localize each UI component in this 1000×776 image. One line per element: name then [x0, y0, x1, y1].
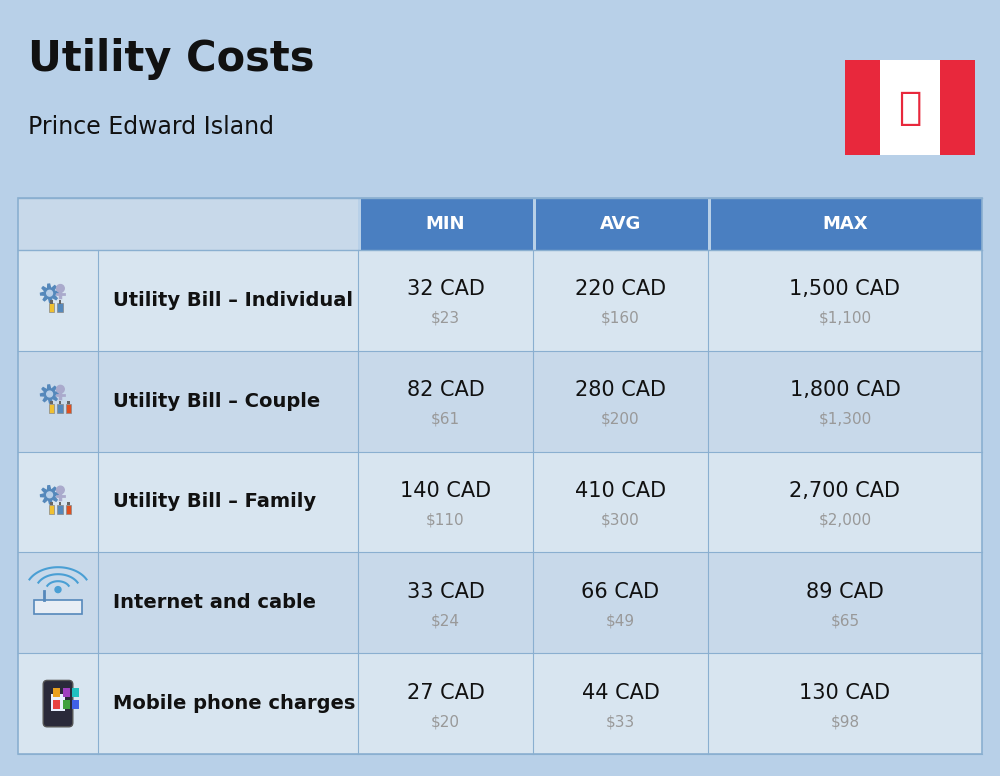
Text: $1,300: $1,300	[818, 412, 872, 427]
Text: $49: $49	[606, 613, 635, 629]
Bar	[59, 300, 61, 303]
Circle shape	[55, 587, 61, 593]
Text: $2,000: $2,000	[818, 512, 872, 528]
Text: 220 CAD: 220 CAD	[575, 279, 666, 300]
Text: $300: $300	[601, 512, 640, 528]
Bar	[53, 688, 60, 697]
Circle shape	[57, 285, 64, 293]
Bar	[50, 501, 53, 505]
Bar	[536, 198, 708, 250]
Circle shape	[57, 386, 64, 393]
Text: 33 CAD: 33 CAD	[407, 582, 484, 602]
Bar	[710, 198, 982, 250]
Bar	[940, 60, 975, 155]
Polygon shape	[40, 486, 59, 504]
Text: $65: $65	[830, 613, 860, 629]
Bar	[53, 700, 60, 708]
Text: 1,500 CAD: 1,500 CAD	[789, 279, 900, 300]
Bar	[67, 400, 70, 404]
Bar	[59, 501, 61, 505]
Text: $33: $33	[606, 714, 635, 729]
Bar	[18, 250, 982, 351]
Bar	[845, 60, 880, 155]
Text: $160: $160	[601, 311, 640, 326]
Text: 32 CAD: 32 CAD	[407, 279, 484, 300]
Text: $23: $23	[431, 311, 460, 326]
Text: 27 CAD: 27 CAD	[407, 683, 484, 702]
Text: $20: $20	[431, 714, 460, 729]
Bar	[57, 404, 63, 413]
Text: 1,800 CAD: 1,800 CAD	[790, 380, 900, 400]
Circle shape	[47, 391, 53, 397]
Text: $200: $200	[601, 412, 640, 427]
Bar	[72, 700, 79, 708]
Text: MIN: MIN	[426, 215, 465, 233]
Bar	[360, 198, 533, 250]
Bar	[57, 303, 63, 313]
Bar	[51, 695, 65, 711]
Text: $98: $98	[830, 714, 860, 729]
Text: 410 CAD: 410 CAD	[575, 481, 666, 501]
Bar	[59, 400, 61, 404]
Bar	[63, 688, 70, 697]
Bar	[18, 198, 982, 754]
Text: Mobile phone charges: Mobile phone charges	[113, 694, 355, 713]
Text: MAX: MAX	[822, 215, 868, 233]
Bar	[50, 400, 53, 404]
Polygon shape	[40, 385, 59, 403]
Text: 130 CAD: 130 CAD	[799, 683, 891, 702]
Bar	[66, 505, 71, 514]
Bar	[50, 300, 53, 303]
Text: 🍁: 🍁	[898, 88, 922, 126]
Text: 89 CAD: 89 CAD	[806, 582, 884, 602]
Text: 66 CAD: 66 CAD	[581, 582, 660, 602]
Text: $1,100: $1,100	[818, 311, 872, 326]
Text: $110: $110	[426, 512, 465, 528]
FancyBboxPatch shape	[43, 681, 73, 727]
Bar	[49, 303, 54, 313]
Bar	[18, 198, 358, 250]
Text: Utility Bill – Family: Utility Bill – Family	[113, 493, 316, 511]
Text: Internet and cable: Internet and cable	[113, 594, 316, 612]
Bar	[845, 60, 975, 155]
Text: $24: $24	[431, 613, 460, 629]
Text: AVG: AVG	[600, 215, 641, 233]
Bar	[18, 351, 982, 452]
Bar	[49, 505, 54, 514]
Text: 82 CAD: 82 CAD	[407, 380, 484, 400]
Polygon shape	[40, 284, 59, 303]
Bar	[67, 501, 70, 505]
Circle shape	[57, 486, 64, 494]
Text: 140 CAD: 140 CAD	[400, 481, 491, 501]
Text: 44 CAD: 44 CAD	[582, 683, 659, 702]
Text: Prince Edward Island: Prince Edward Island	[28, 115, 274, 139]
Bar	[18, 452, 982, 553]
Text: $61: $61	[431, 412, 460, 427]
Text: Utility Costs: Utility Costs	[28, 38, 314, 80]
Text: 2,700 CAD: 2,700 CAD	[789, 481, 900, 501]
Bar	[18, 653, 982, 754]
Circle shape	[47, 492, 53, 497]
Bar	[18, 553, 982, 653]
Bar	[63, 700, 70, 708]
Text: Utility Bill – Individual: Utility Bill – Individual	[113, 291, 353, 310]
Bar	[34, 601, 82, 614]
Bar	[72, 688, 79, 697]
Bar	[49, 404, 54, 413]
Text: 280 CAD: 280 CAD	[575, 380, 666, 400]
Text: Utility Bill – Couple: Utility Bill – Couple	[113, 392, 320, 411]
Bar	[66, 404, 71, 413]
Bar	[57, 505, 63, 514]
Circle shape	[47, 290, 53, 296]
